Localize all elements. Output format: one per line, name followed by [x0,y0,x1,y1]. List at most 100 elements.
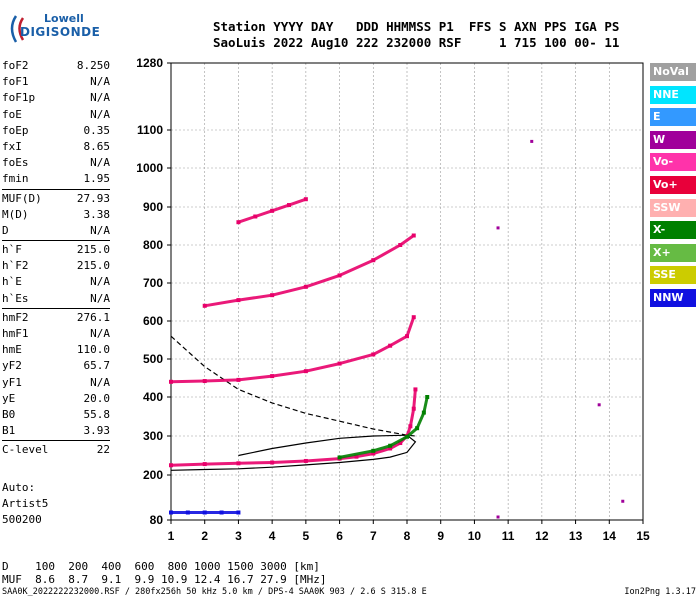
data-point-o-trace-2nd-hop [169,379,173,384]
param-value: N/A [90,375,110,389]
param-row: foF1p N/A [2,90,110,106]
x-tick-label: 3 [235,529,242,543]
param-row: D N/A [2,223,110,239]
data-point-o-trace-3rd-hop [303,284,308,289]
legend-vo-: Vo+ [650,175,696,194]
digisonde-logo-icon [10,15,25,43]
data-point-o-trace-1st-hop [169,463,173,468]
param-name: hmE [2,343,22,357]
param-value: N/A [90,291,110,305]
data-point-o-trace-1st-hop [270,460,275,465]
param-name: hmF1 [2,327,29,340]
x-tick-label: 4 [269,529,276,543]
param-name: yF1 [2,375,22,389]
param-value: N/A [90,107,110,121]
param-separator [2,440,110,442]
param-row: MUF(D) 27.93 [2,191,110,207]
param-value: N/A [90,91,110,105]
data-point-o-trace-2nd-hop [236,377,241,382]
param-row: foF1 N/A [2,74,110,90]
lowell-digisonde-logo: Lowell DIGISONDE [6,8,116,48]
param-row: B0 55.8 [2,407,110,423]
data-point-low-frequency-echoes [202,510,207,515]
param-name: foEs [2,156,29,170]
legend-ssw: SSW [650,198,696,217]
legend-w: W [650,130,696,149]
data-point-low-frequency-echoes [219,510,224,515]
data-point-o-trace-2nd-hop [405,334,409,339]
data-point-o-trace-1st-hop [371,451,376,456]
logo-line1: Lowell [44,12,84,25]
param-value: 215.0 [76,243,110,257]
param-value: 1.95 [83,172,111,186]
param-separator [2,188,110,190]
data-point-o-trace-1st-hop [236,461,241,466]
data-point-o-trace-2nd-hop [202,379,207,384]
x-tick-label: 8 [404,529,411,543]
version-label: Ion2Png 1.3.17 [624,587,696,597]
data-point-low-frequency-echoes [169,510,173,515]
param-row: hmE 110.0 [2,342,110,358]
param-row: h`F 215.0 [2,242,110,258]
param-row: fxI 8.65 [2,139,110,155]
param-value: 27.93 [76,191,110,205]
data-point-o-trace-3rd-hop [337,273,342,278]
legend-x-: X- [650,221,696,240]
data-point-o-trace-1st-hop [411,406,416,411]
x-tick-label: 9 [437,529,444,543]
auto-version: 500200 [2,513,42,526]
param-name: fmin [2,172,29,186]
y-tick-label: 600 [143,314,163,328]
data-point-o-trace-4th-hop [253,214,258,219]
param-row: B1 3.93 [2,423,110,439]
param-name: D [2,223,9,237]
param-value: N/A [90,75,110,89]
x-tick-label: 12 [535,529,549,543]
data-point-x-trace [415,426,420,431]
param-value: 276.1 [76,310,110,324]
data-point-o-trace-3rd-hop [371,258,376,263]
data-point-o-trace-4th-hop [236,220,241,225]
data-point-o-trace-1st-hop [398,441,403,446]
isolated-echo-point [530,139,534,143]
isolated-echo-point [496,226,500,230]
data-point-x-trace [425,395,430,399]
data-point-x-trace [421,410,426,415]
data-point-o-trace-1st-hop [354,454,359,459]
data-point-x-trace [405,434,409,439]
param-name: M(D) [2,207,29,221]
param-value: N/A [90,223,110,237]
legend-sse: SSE [650,266,696,285]
param-name: foF1p [2,91,36,105]
data-point-o-trace-2nd-hop [337,361,342,366]
data-point-o-trace-2nd-hop [411,315,416,320]
param-value: 215.0 [76,259,110,273]
data-point-o-trace-2nd-hop [388,343,393,348]
param-row: hmF2 276.1 [2,310,110,326]
param-row: hmF1 N/A [2,326,110,342]
data-point-o-trace-1st-hop [408,424,413,429]
param-row: foEs N/A [2,155,110,171]
param-value: N/A [90,156,110,170]
param-name: yF2 [2,359,22,373]
param-name: MUF(D) [2,191,42,205]
data-point-o-trace-3rd-hop [202,303,207,308]
x-tick-label: 7 [370,529,377,543]
x-tick-label: 13 [569,529,583,543]
data-point-o-trace-3rd-hop [411,233,416,238]
data-point-o-trace-1st-hop [413,387,418,392]
y-tick-label: 400 [143,390,163,404]
param-name: C-level [2,443,49,457]
param-name: h`F [2,243,22,257]
param-name: B1 [2,424,16,438]
y-tick-label: 80 [150,513,164,527]
param-value: N/A [90,327,110,340]
trace-o-trace-1st-hop [169,387,417,467]
data-point-o-trace-2nd-hop [270,374,275,379]
param-separator [2,307,110,309]
topside-profile-dashed [170,335,416,437]
data-point-o-trace-4th-hop [270,208,275,213]
y-tick-label: 1280 [136,56,163,70]
header-line2: SaoLuis 2022 Aug10 222 232000 RSF 1 715 … [213,35,620,50]
param-value: 8.65 [83,139,111,153]
